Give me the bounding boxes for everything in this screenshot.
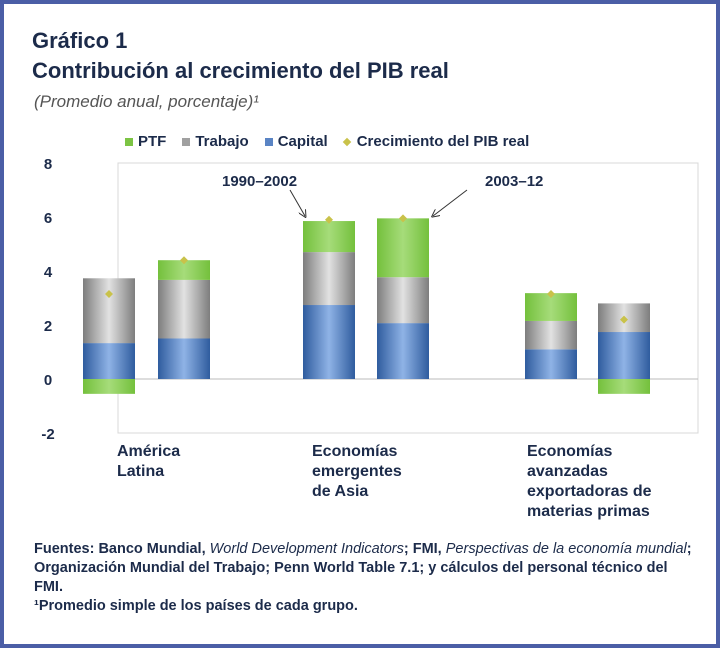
bar-segment-ptf (83, 379, 135, 394)
bar-segment-ptf (598, 379, 650, 394)
legend-label: Crecimiento del PIB real (356, 133, 530, 150)
category-line: de Asia (312, 483, 369, 500)
footnote-text: Fuentes: Banco Mundial, (34, 541, 210, 557)
category-line: Economías (527, 443, 613, 460)
legend-label: PTF (138, 133, 167, 150)
y-tick-label: 6 (44, 210, 52, 227)
annotation-1990-2002: 1990–2002 (222, 173, 297, 190)
annotation-2003-12: 2003–12 (485, 173, 543, 190)
legend-swatch (182, 137, 191, 146)
bar-segment-trabajo (303, 252, 355, 306)
growth-marker (105, 289, 113, 298)
y-tick-label: 0 (44, 372, 52, 389)
category-label-avanzadas: Economías avanzadas exportadoras de mate… (527, 442, 651, 522)
legend-item-trabajo: Trabajo (182, 133, 249, 150)
bar-segment-capital (377, 323, 429, 379)
chart-title: Contribución al crecimiento del PIB real (32, 58, 449, 83)
legend-swatch (125, 137, 133, 146)
chart-subtitle: (Promedio anual, porcentaje)¹ (34, 92, 259, 111)
y-tick-label: 8 (44, 156, 52, 173)
bar-segment-capital (83, 343, 135, 379)
growth-marker (180, 256, 188, 265)
bar-segment-capital (598, 332, 650, 379)
footnote-text: ¹Promedio simple de los países de cada g… (34, 598, 358, 614)
bar-segment-ptf (377, 218, 429, 278)
footnote-text: Perspectivas de la economía mundial (445, 541, 687, 557)
legend-label: Trabajo (195, 133, 249, 150)
footnote-text: ; Organización Mundial del Trabajo; Penn… (34, 541, 692, 595)
footnote-text: ; FMI, (403, 541, 446, 557)
growth-marker (547, 289, 555, 298)
legend-item-ptf: PTF (125, 133, 166, 150)
category-line: emergentes (312, 463, 402, 480)
footnote: Fuentes: Banco Mundial, World Developmen… (34, 540, 694, 616)
annotation-arrow (289, 189, 305, 216)
bar-segment-trabajo (377, 277, 429, 324)
category-line: materias primas (527, 503, 650, 520)
category-label-america-latina: América Latina (117, 442, 180, 482)
bar-segment-trabajo (158, 279, 210, 339)
growth-marker (620, 315, 628, 324)
legend: PTF Trabajo Capital Crecimiento del PIB … (125, 133, 529, 150)
bar-segment-trabajo (525, 320, 577, 350)
legend-label: Capital (277, 133, 328, 150)
category-line: Latina (117, 463, 165, 480)
category-line: avanzadas (527, 463, 608, 480)
bar-segment-trabajo (83, 278, 135, 344)
category-line: exportadoras de (527, 483, 652, 500)
growth-marker (399, 214, 407, 223)
bar-segment-capital (158, 338, 210, 379)
y-tick-label: 2 (44, 318, 52, 335)
category-line: Economías (312, 443, 398, 460)
chart-number: Gráfico 1 (32, 28, 128, 53)
y-tick-label: 4 (44, 264, 53, 281)
legend-item-growth: Crecimiento del PIB real (342, 133, 530, 150)
y-tick-label: -2 (41, 426, 54, 443)
category-label-asia: Economías emergentes de Asia (312, 442, 402, 502)
growth-marker (325, 215, 333, 224)
bar-segment-capital (525, 349, 577, 379)
annotation-arrow (433, 189, 468, 216)
legend-item-capital: Capital (264, 133, 328, 150)
bar-segment-ptf (158, 260, 210, 280)
bar-segment-ptf (303, 221, 355, 253)
category-line: América (117, 443, 181, 460)
bar-segment-capital (303, 305, 355, 379)
legend-swatch (264, 137, 273, 146)
footnote-text: World Development Indicators (209, 541, 404, 557)
